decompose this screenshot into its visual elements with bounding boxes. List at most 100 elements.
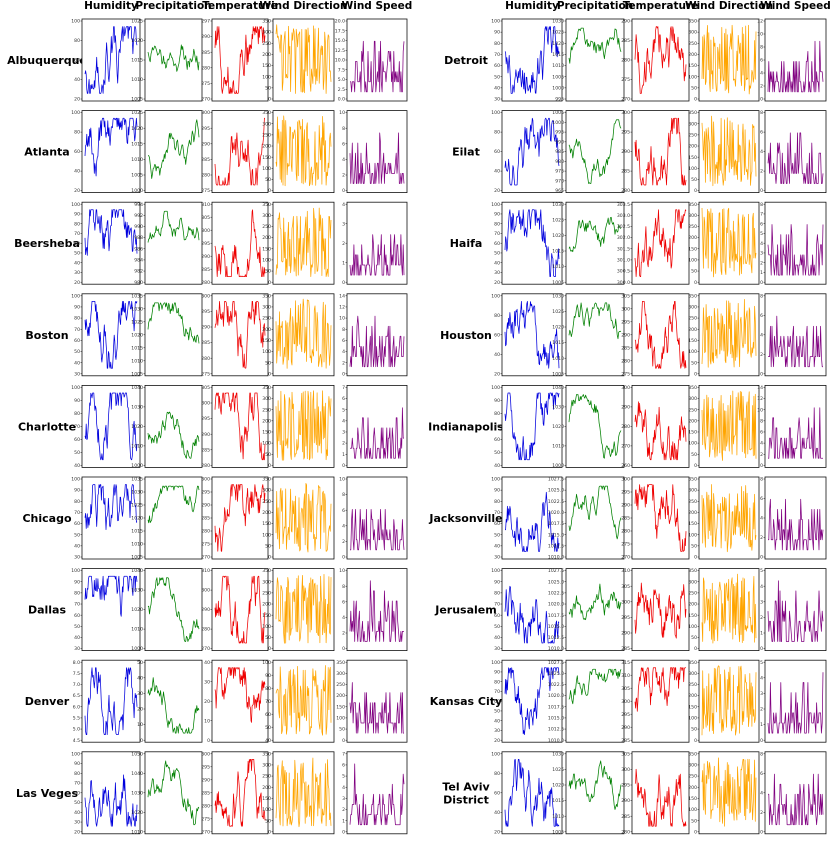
tick-label: 1040 [552, 385, 564, 391]
series-line-wind-speed [767, 672, 824, 734]
tick-label: 280 [201, 529, 210, 535]
tick-label: 300 [336, 671, 345, 677]
tick-label: 986 [134, 246, 143, 252]
tick-label: 303.5 [617, 202, 630, 208]
city-label-denver: Denver [25, 695, 70, 708]
tick-label: 1020 [552, 41, 564, 47]
tick-label: 20 [494, 829, 500, 835]
tick-label: 1012.5 [548, 635, 564, 641]
tick-label: 80 [494, 313, 500, 319]
panel-charlotte-temperature: 305 300 295 290 285 280 [201, 384, 269, 469]
tick-label: 965 [555, 188, 564, 194]
tick-label: 50 [691, 360, 697, 366]
panel-frame [211, 110, 269, 193]
tick-label: 1030 [552, 405, 564, 411]
tick-label: 100 [262, 624, 271, 630]
tick-label: 80 [494, 221, 500, 227]
tick-label: 50 [265, 360, 271, 366]
tick-label: 250 [262, 316, 271, 322]
tick-label: 100 [688, 349, 697, 355]
tick-label: 1022.5 [548, 499, 564, 505]
tick-label: 1015 [552, 798, 564, 804]
tick-label: 280 [621, 424, 630, 430]
tick-label: 1015.0 [548, 624, 564, 630]
panel-frame [631, 659, 690, 743]
tick-label: 8 [760, 110, 763, 116]
panel-jacksonville-temperature: 300 295 290 285 280 275 270 [621, 476, 690, 561]
tick-label: 0 [268, 555, 271, 561]
tick-label: 20 [494, 280, 500, 286]
tick-label: 5.0 [73, 727, 80, 733]
tick-label: 4 [342, 418, 345, 424]
panel-frame [144, 110, 203, 193]
panel-houston-humidity: 100 80 60 40 20 [491, 293, 563, 377]
tick-label: 1030 [131, 588, 143, 594]
panel-eilat-humidity: 100 80 60 40 20 [491, 110, 563, 194]
tick-label: 200 [688, 418, 697, 424]
tick-label: 6 [342, 763, 345, 769]
panel-frame [764, 110, 827, 193]
tick-label: 50 [265, 85, 271, 91]
tick-label: 1010 [131, 542, 143, 548]
tick-label: 1010.0 [548, 555, 564, 561]
tick-label: 300 [262, 305, 271, 311]
panel-frame [144, 18, 203, 102]
tick-label: 1020 [131, 607, 143, 613]
tick-label: 12 [757, 396, 763, 402]
tick-label: 8 [760, 418, 763, 424]
tick-label: 1030 [552, 751, 564, 757]
tick-label: 295 [621, 783, 630, 789]
panel-frame [81, 201, 141, 285]
panel-boston-wind-speed: 14 12 10 8 6 4 2 0 [339, 293, 408, 377]
tick-label: 2 [760, 707, 763, 713]
tick-label: 100 [262, 349, 271, 355]
tick-label: 60 [74, 58, 80, 64]
city-label-eilat: Eilat [452, 146, 480, 159]
tick-label: 100 [262, 441, 271, 447]
tick-label: 150 [262, 796, 271, 802]
tick-label: 285 [621, 38, 630, 44]
tick-label: 1025 [552, 217, 564, 223]
tick-label: 50 [265, 818, 271, 824]
tick-label: 50 [339, 727, 345, 733]
tick-label: 50 [691, 635, 697, 641]
tick-label: 100 [491, 19, 500, 25]
tick-label: 70 [74, 231, 80, 237]
panel-chicago-wind-speed: 10 8 6 4 2 0 [339, 476, 408, 561]
tick-label: 1012.5 [548, 543, 564, 549]
tick-label: 10 [757, 32, 763, 38]
panel-detroit-precipitation: 1030 1025 1020 1015 1010 1005 1000 995 [552, 18, 625, 103]
tick-label: 1050 [131, 751, 143, 757]
tick-label: 270 [201, 555, 210, 561]
tick-label: 150 [688, 704, 697, 710]
tick-label: 100 [491, 110, 500, 116]
tick-label: 300 [262, 396, 271, 402]
tick-label: 6 [760, 430, 763, 436]
tick-label: 100 [71, 19, 80, 25]
tick-label: 80 [74, 411, 80, 417]
series-line-precipitation [568, 668, 622, 705]
tick-label: 12.5 [335, 48, 345, 54]
tick-label: 0 [268, 280, 271, 286]
panel-las-vegas-humidity: 100 90 80 70 60 50 40 30 20 [71, 751, 141, 835]
tick-label: 2 [760, 810, 763, 816]
tick-label: 295 [621, 712, 630, 718]
tick-label: 2 [342, 360, 345, 366]
tick-label: 310 [201, 202, 210, 208]
tick-label: 1015 [552, 249, 564, 255]
tick-label: 0 [760, 555, 763, 561]
tick-label: 290 [201, 325, 210, 331]
tick-label: 30 [74, 646, 80, 652]
tick-label: 295 [201, 764, 210, 770]
tick-label: 1025 [131, 110, 143, 116]
tick-label: 250 [262, 590, 271, 596]
tick-label: 250 [262, 407, 271, 413]
panel-frame [501, 476, 563, 560]
tick-label: 60 [265, 712, 271, 718]
tick-label: 12 [339, 305, 345, 311]
tick-label: 1 [342, 452, 345, 458]
series-line-wind-direction [701, 207, 757, 278]
panel-charlotte-humidity: 100 90 80 70 60 50 40 [71, 384, 141, 469]
tick-label: 200 [688, 602, 697, 608]
